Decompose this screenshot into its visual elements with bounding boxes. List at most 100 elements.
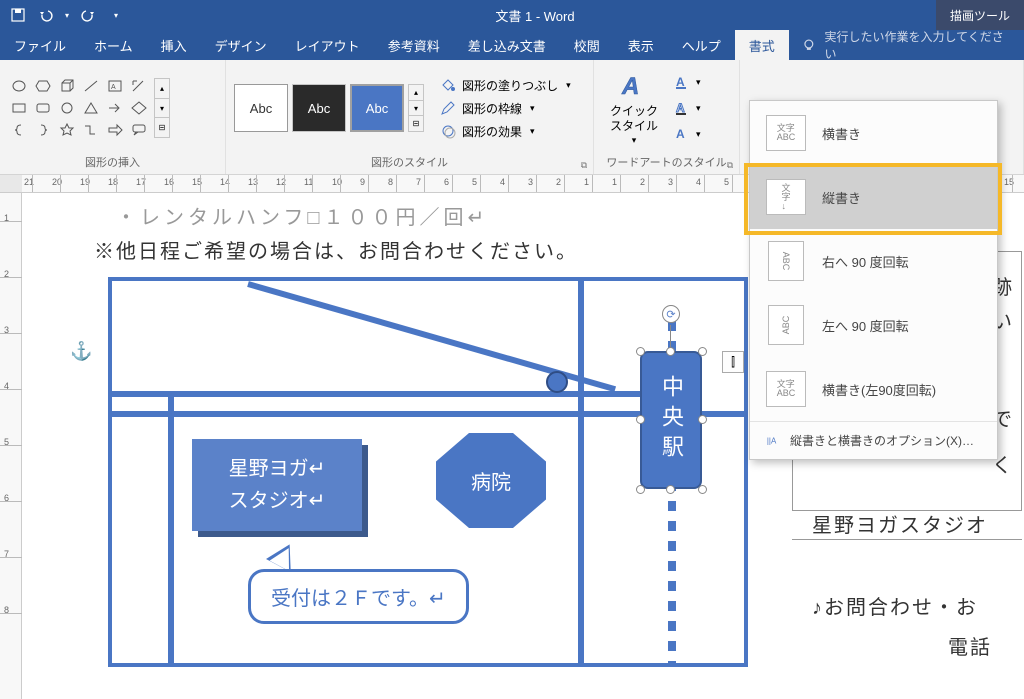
tab-design[interactable]: デザイン (201, 30, 281, 60)
qat-customize-icon[interactable]: ▾ (104, 3, 128, 27)
spinner-down-icon[interactable]: ▾ (409, 101, 423, 117)
sel-handle-tl[interactable] (636, 347, 645, 356)
map-dot[interactable] (546, 371, 568, 393)
tab-help[interactable]: ヘルプ (668, 30, 735, 60)
tab-home[interactable]: ホーム (80, 30, 147, 60)
dd-options-link[interactable]: ||A 縦書きと横書きのオプション(X)… (750, 422, 997, 459)
sel-handle-br[interactable] (698, 485, 707, 494)
tab-insert[interactable]: 挿入 (147, 30, 201, 60)
shape-edit[interactable] (128, 76, 150, 96)
dd-item-vertical[interactable]: 文 字 ↓ 縦書き (750, 165, 997, 229)
dd-item-horizontal-rotated[interactable]: 文字 ABC 横書き(左90度回転) (750, 357, 997, 421)
shape-diamond[interactable] (128, 98, 150, 118)
spinner-up-icon[interactable]: ▴ (409, 85, 423, 101)
shape-fill-button[interactable]: 図形の塗りつぶし▾ (436, 75, 575, 96)
rotate-handle[interactable]: ⟳ (662, 305, 680, 323)
shape-circle[interactable] (56, 98, 78, 118)
shape-roundrect[interactable] (32, 98, 54, 118)
group-label-shapes: 図形の挿入 (8, 152, 217, 172)
dd-icon-vertical: 文 字 ↓ (766, 179, 806, 215)
tell-me-search[interactable]: 実行したい作業を入力してください (789, 30, 1024, 60)
hospital-shape[interactable]: 病院 (436, 433, 546, 528)
shape-block-arrow[interactable] (104, 120, 126, 140)
shape-arrow[interactable] (104, 98, 126, 118)
style-swatch-1[interactable]: Abc (234, 84, 288, 132)
contextual-tool-tab[interactable]: 描画ツール (936, 0, 1024, 30)
road-v1[interactable] (168, 396, 174, 666)
wordart-icon: A (618, 70, 650, 102)
dd-icon-rotate-right: ABC (768, 241, 804, 281)
undo-button[interactable] (34, 3, 58, 27)
text-fill-button[interactable]: A▾ (670, 72, 705, 92)
road-h1[interactable] (112, 391, 668, 397)
shape-rect[interactable] (8, 98, 30, 118)
station-shape[interactable]: 中央駅 (640, 351, 702, 489)
dd-item-horizontal[interactable]: 文字 ABC 横書き (750, 101, 997, 165)
ruler-vertical[interactable]: 12345678 (0, 193, 22, 699)
shapes-gallery[interactable]: A (8, 76, 150, 140)
tab-mailings[interactable]: 差し込み文書 (454, 30, 560, 60)
sel-handle-mr[interactable] (698, 415, 707, 424)
text-outline-button[interactable]: A▾ (670, 98, 705, 118)
tab-format[interactable]: 書式 (735, 30, 789, 60)
spinner-more-icon[interactable]: ⊟ (155, 118, 169, 137)
shape-star[interactable] (56, 120, 78, 140)
text-effects-button[interactable]: A▾ (670, 124, 705, 144)
ribbon-tab-strip: ファイル ホーム 挿入 デザイン レイアウト 参考資料 差し込み文書 校閲 表示… (0, 30, 1024, 60)
shape-textbox[interactable]: A (104, 76, 126, 96)
dd-item-rotate-left[interactable]: ABC 左へ 90 度回転 (750, 293, 997, 357)
sel-handle-tm[interactable] (666, 347, 675, 356)
tab-references[interactable]: 参考資料 (374, 30, 454, 60)
shape-callout[interactable] (128, 120, 150, 140)
sel-handle-tr[interactable] (698, 347, 707, 356)
save-button[interactable] (6, 3, 30, 27)
shapes-gallery-spinner[interactable]: ▴ ▾ ⊟ (154, 78, 170, 138)
dd-icon-rotate-left: ABC (768, 305, 804, 345)
quick-access-toolbar: ▾ ▾ (0, 3, 134, 27)
text-outline-icon: A (674, 100, 690, 116)
svg-text:A: A (676, 101, 685, 115)
quick-styles-button[interactable]: A クイック スタイル ▾ (602, 66, 666, 150)
shape-cube[interactable] (56, 76, 78, 96)
sel-handle-bl[interactable] (636, 485, 645, 494)
side-contact: ♪お問合わせ・お (812, 591, 978, 620)
effects-icon (440, 123, 456, 139)
style-swatch-2[interactable]: Abc (292, 84, 346, 132)
tell-me-placeholder: 実行したい作業を入力してください (824, 28, 1012, 62)
shape-ellipse[interactable] (8, 76, 30, 96)
styles-gallery-spinner[interactable]: ▴ ▾ ⊟ (408, 84, 424, 132)
dialog-launcher-wordart[interactable]: ⧉ (723, 158, 737, 172)
shape-outline-button[interactable]: 図形の枠線▾ (436, 98, 575, 119)
studio-shape[interactable]: 星野ヨガ↵ スタジオ↵ (192, 439, 362, 531)
text-direction-dropdown: 文字 ABC 横書き 文 字 ↓ 縦書き ABC 右へ 90 度回転 ABC 左… (749, 100, 998, 460)
callout-shape[interactable]: 受付は２Ｆです。↵ (248, 569, 469, 624)
tab-review[interactable]: 校閲 (560, 30, 614, 60)
dd-item-rotate-right[interactable]: ABC 右へ 90 度回転 (750, 229, 997, 293)
shape-connector[interactable] (80, 120, 102, 140)
tab-file[interactable]: ファイル (0, 30, 80, 60)
redo-button[interactable] (76, 3, 100, 27)
dd-icon-horizontal: 文字 ABC (766, 115, 806, 151)
shape-hexagon[interactable] (32, 76, 54, 96)
road-v2[interactable] (578, 281, 584, 667)
sel-handle-ml[interactable] (636, 415, 645, 424)
shape-line[interactable] (80, 76, 102, 96)
side-phone: 電話 (948, 631, 992, 660)
tab-view[interactable]: 表示 (614, 30, 668, 60)
sel-handle-bm[interactable] (666, 485, 675, 494)
group-label-wordart: ワードアートのスタイル (602, 152, 731, 172)
spinner-more-icon[interactable]: ⊟ (409, 116, 423, 131)
shape-lbrace[interactable] (8, 120, 30, 140)
style-swatch-3[interactable]: Abc (350, 84, 404, 132)
dialog-launcher-styles[interactable]: ⧉ (577, 158, 591, 172)
shape-effects-button[interactable]: 図形の効果▾ (436, 121, 575, 142)
tab-layout[interactable]: レイアウト (281, 30, 374, 60)
shape-triangle[interactable] (80, 98, 102, 118)
undo-dropdown-icon[interactable]: ▾ (62, 3, 72, 27)
spinner-down-icon[interactable]: ▾ (155, 99, 169, 119)
title-bar: ▾ ▾ 文書 1 - Word 描画ツール (0, 0, 1024, 30)
layout-options-button[interactable]: ⫿ (722, 351, 744, 373)
spinner-up-icon[interactable]: ▴ (155, 79, 169, 99)
shape-rbrace[interactable] (32, 120, 54, 140)
text-effects-icon: A (674, 126, 690, 142)
